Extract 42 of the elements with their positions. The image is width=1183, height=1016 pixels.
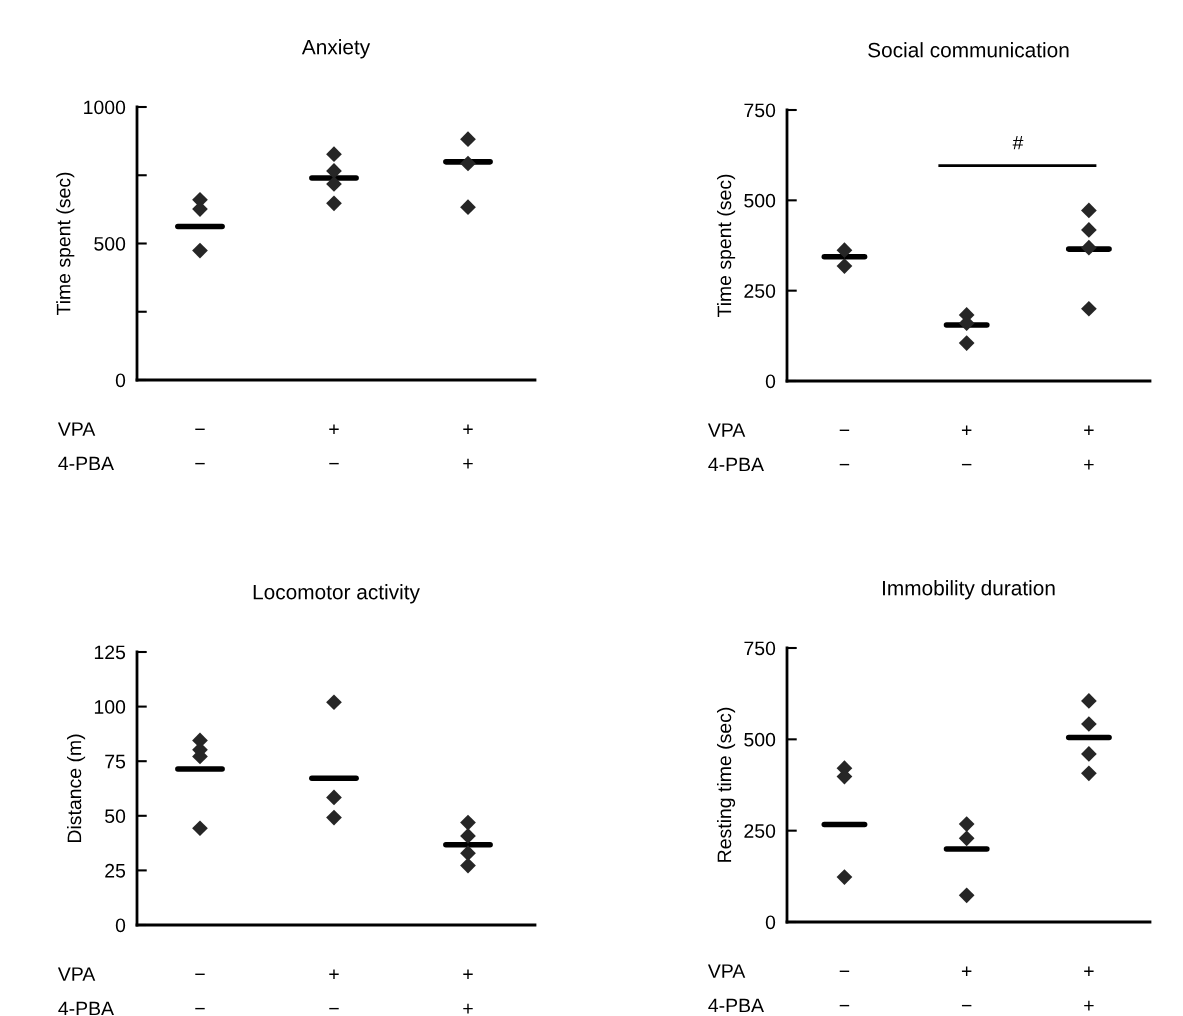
y-tick-label: 500 (744, 732, 776, 747)
category-label: + − (961, 425, 972, 466)
y-tick-label: 125 (94, 645, 126, 660)
y-tick-label: 75 (105, 754, 126, 769)
y-tick-label: 1000 (84, 100, 126, 115)
category-label: + + (1084, 425, 1094, 470)
y-tick-label: 750 (744, 103, 776, 118)
chart-title: Locomotor activity (253, 584, 420, 604)
y-tick-label: 500 (94, 236, 126, 251)
category-label: + + (1084, 966, 1094, 1011)
text: VPA 4-PBA (57, 967, 114, 1016)
y-tick-label: 750 (744, 641, 776, 656)
category-label: − − (195, 428, 205, 465)
y-tick-label: 0 (765, 374, 776, 389)
category-label: + − (329, 424, 339, 465)
annotation: # (1012, 136, 1024, 150)
y-tick-label: 50 (105, 809, 126, 824)
text: VPA 4-PBA (707, 964, 764, 1013)
y-tick-label: 100 (94, 700, 126, 714)
y-tick-label: 0 (765, 915, 776, 930)
chart-title: Social communication (868, 42, 1069, 58)
y-axis-title: Distance (m) (66, 734, 86, 842)
y-axis-title: Resting time (sec) (716, 707, 736, 862)
y-tick-label: 0 (115, 373, 126, 388)
y-tick-label: 250 (744, 284, 776, 298)
category-label: + − (329, 969, 339, 1010)
y-tick-label: 250 (744, 824, 776, 838)
text: VPA 4-PBA (57, 422, 114, 471)
category-label: + + (463, 424, 473, 469)
y-axis-title: Time spent (sec) (56, 172, 75, 316)
category-label: + − (961, 966, 972, 1007)
y-tick-label: 500 (744, 193, 776, 208)
chart-title: Immobility duration (883, 580, 1055, 600)
category-label: − − (839, 429, 850, 466)
category-label: − − (195, 973, 205, 1010)
text: VPA 4-PBA (707, 423, 764, 472)
y-tick-label: 25 (105, 863, 126, 878)
y-tick-label: 0 (115, 918, 126, 933)
chart-title: Anxiety (301, 39, 371, 59)
category-label: − − (839, 970, 850, 1007)
y-axis-title: Time spent (sec) (716, 174, 736, 318)
category-label: + + (463, 969, 473, 1014)
